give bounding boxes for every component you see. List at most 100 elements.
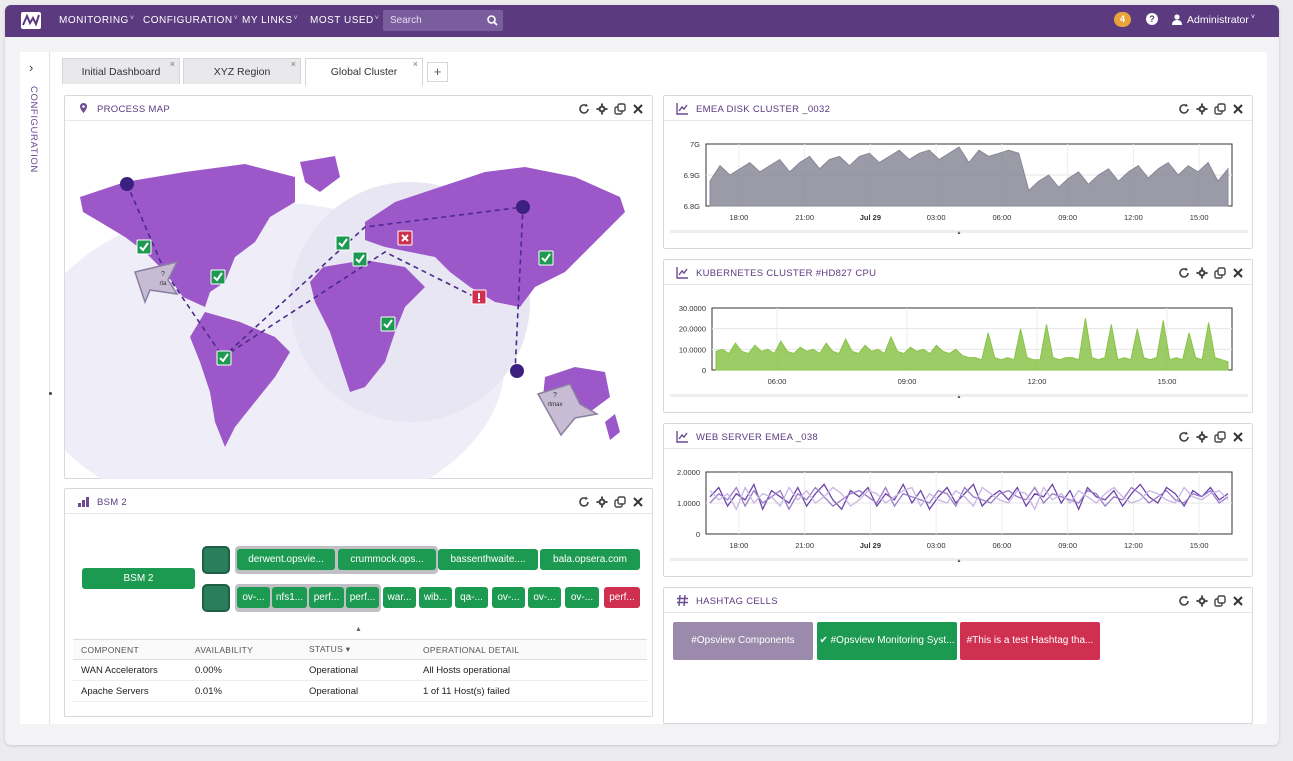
column-header[interactable]: OPERATIONAL DETAIL xyxy=(415,639,647,660)
close-icon[interactable] xyxy=(1232,266,1244,278)
table-row[interactable]: WAN Accelerators 0.00% Operational All H… xyxy=(73,659,647,681)
settings-gear-icon[interactable] xyxy=(1196,594,1208,607)
resize-handle: ▲ xyxy=(957,394,962,400)
nav-configuration[interactable]: CONFIGURATION˅ xyxy=(143,15,238,26)
bsm-node[interactable]: qa-... xyxy=(455,587,488,608)
resize-handle[interactable]: ▲ xyxy=(355,626,362,633)
tab-global-cluster[interactable]: Global Cluster × xyxy=(305,58,423,86)
y-tick-label: 0 xyxy=(702,366,706,375)
cpu-usage-chart[interactable]: 30.0000 20.0000 10.0000 0 06:00 09:00 12:00 15:… xyxy=(664,286,1254,412)
refresh-icon[interactable] xyxy=(578,495,590,507)
search-icon[interactable] xyxy=(486,14,499,27)
panel-controls xyxy=(572,102,644,115)
table-row[interactable]: Apache Servers 0.01% Operational 1 of 11… xyxy=(73,680,647,702)
bsm-node[interactable]: wib... xyxy=(419,587,452,608)
map-markers[interactable]: ? rta ? rtmax xyxy=(134,230,600,437)
search-input[interactable] xyxy=(383,10,483,31)
bsm-node[interactable]: perf... xyxy=(346,587,379,608)
column-header[interactable]: COMPONENT xyxy=(73,639,187,660)
bsm-node[interactable]: ov-... xyxy=(565,587,599,608)
bsm-node[interactable]: ov-... xyxy=(237,587,270,608)
sidebar-resize-handle[interactable] xyxy=(49,392,52,395)
notification-badge[interactable]: 4 xyxy=(1114,12,1131,27)
clone-icon[interactable] xyxy=(1214,430,1226,443)
clone-icon[interactable] xyxy=(1214,266,1226,279)
tab-xyz-region[interactable]: XYZ Region × xyxy=(183,58,301,84)
bsm-node[interactable]: war... xyxy=(383,587,416,608)
panel-controls xyxy=(1172,430,1244,443)
bsm-node[interactable]: bassenthwaite.... xyxy=(438,549,538,570)
web-server-panel: WEB SERVER EMEA _038 2.0000 1.0000 0 18:00 2… xyxy=(663,423,1253,577)
refresh-icon[interactable] xyxy=(1178,102,1190,114)
tab-label: Global Cluster xyxy=(330,66,398,78)
bsm-table: COMPONENT AVAILABILITY STATUS ▾ OPERATIO… xyxy=(73,639,647,702)
x-tick-label: 21:00 xyxy=(795,213,814,222)
bsm-root-node[interactable]: BSM 2 xyxy=(82,568,195,589)
chevron-down-icon: ˅ xyxy=(129,15,135,22)
settings-gear-icon[interactable] xyxy=(596,102,608,115)
bsm-node[interactable]: ov-... xyxy=(492,587,525,608)
refresh-icon[interactable] xyxy=(578,102,590,114)
disk-usage-chart[interactable]: 7G 6.9G 6.8G 18:00 21:00 Jul 29 03:00 06:00 09:0… xyxy=(664,122,1254,248)
sidebar-label[interactable]: CONFIGURATION xyxy=(28,86,39,173)
bsm-node[interactable]: perf... xyxy=(309,587,344,608)
user-icon xyxy=(1172,14,1182,28)
close-icon[interactable]: × xyxy=(412,59,418,69)
close-icon[interactable] xyxy=(1232,430,1244,442)
nav-monitoring-label: MONITORING xyxy=(59,15,129,26)
bsm-node[interactable]: bala.opsera.com xyxy=(540,549,640,570)
line-chart-icon xyxy=(676,266,689,279)
bsm-node[interactable]: derwent.opsvie... xyxy=(237,549,335,570)
globe-icon[interactable] xyxy=(202,546,230,574)
x-tick-label: 21:00 xyxy=(795,541,814,550)
close-icon[interactable] xyxy=(632,102,644,114)
clone-icon[interactable] xyxy=(614,495,626,508)
settings-gear-icon[interactable] xyxy=(596,495,608,508)
close-icon[interactable] xyxy=(1232,102,1244,114)
clone-icon[interactable] xyxy=(1214,594,1226,607)
x-tick-label: 06:00 xyxy=(992,541,1011,550)
add-tab-button[interactable]: + xyxy=(427,62,448,82)
x-tick-label: 18:00 xyxy=(729,541,748,550)
hashtag-cell[interactable]: #This is a test Hashtag tha... xyxy=(960,622,1100,660)
settings-gear-icon[interactable] xyxy=(1196,430,1208,443)
nav-my-links[interactable]: MY LINKS˅ xyxy=(242,15,298,26)
table-cell: Operational xyxy=(301,680,415,702)
table-cell: 0.01% xyxy=(187,680,301,702)
refresh-icon[interactable] xyxy=(1178,266,1190,278)
close-icon[interactable]: × xyxy=(169,59,175,69)
user-menu[interactable]: Administrator ˅ xyxy=(1172,14,1255,28)
refresh-icon[interactable] xyxy=(1178,430,1190,442)
opsview-logo-icon[interactable] xyxy=(21,12,41,29)
resize-handle: ▲ xyxy=(957,558,962,564)
help-icon[interactable]: ? xyxy=(1146,13,1158,25)
refresh-icon[interactable] xyxy=(1178,594,1190,606)
tab-initial-dashboard[interactable]: Initial Dashboard × xyxy=(62,58,180,84)
close-icon[interactable] xyxy=(632,495,644,507)
settings-gear-icon[interactable] xyxy=(1196,266,1208,279)
settings-gear-icon[interactable] xyxy=(1196,102,1208,115)
clone-icon[interactable] xyxy=(614,102,626,115)
column-header[interactable]: AVAILABILITY xyxy=(187,639,301,660)
bsm-node[interactable]: crummock.ops... xyxy=(338,549,436,570)
bsm-node-critical[interactable]: perf... xyxy=(604,587,640,608)
close-icon[interactable]: × xyxy=(290,59,296,69)
column-header[interactable]: STATUS ▾ xyxy=(301,639,415,660)
server-icon[interactable] xyxy=(202,584,230,612)
hashtag-cell[interactable]: ✔ #Opsview Monitoring Syst... xyxy=(817,622,957,660)
kubernetes-cpu-panel: KUBERNETES CLUSTER #HD827 CPU 30.0000 20.… xyxy=(663,259,1253,413)
web-server-chart[interactable]: 2.0000 1.0000 0 18:00 21:00 Jul 29 03:00 06:00 0… xyxy=(664,450,1254,576)
scrollbar xyxy=(670,558,1248,561)
panel-title: HASHTAG CELLS xyxy=(696,596,778,607)
nav-my-links-label: MY LINKS xyxy=(242,15,293,26)
nav-monitoring[interactable]: MONITORING˅ xyxy=(59,15,134,26)
world-map[interactable]: ? rta ? rtmax xyxy=(65,122,654,479)
close-icon[interactable] xyxy=(1232,594,1244,606)
x-tick-label: 15:00 xyxy=(1190,541,1209,550)
bsm-node[interactable]: ov-... xyxy=(528,587,561,608)
clone-icon[interactable] xyxy=(1214,102,1226,115)
bsm-node[interactable]: nfs1... xyxy=(272,587,307,608)
nav-most-used[interactable]: MOST USED˅ xyxy=(310,15,379,26)
hashtag-cell[interactable]: #Opsview Components xyxy=(673,622,813,660)
sidebar-expand-icon[interactable]: › xyxy=(29,60,34,75)
